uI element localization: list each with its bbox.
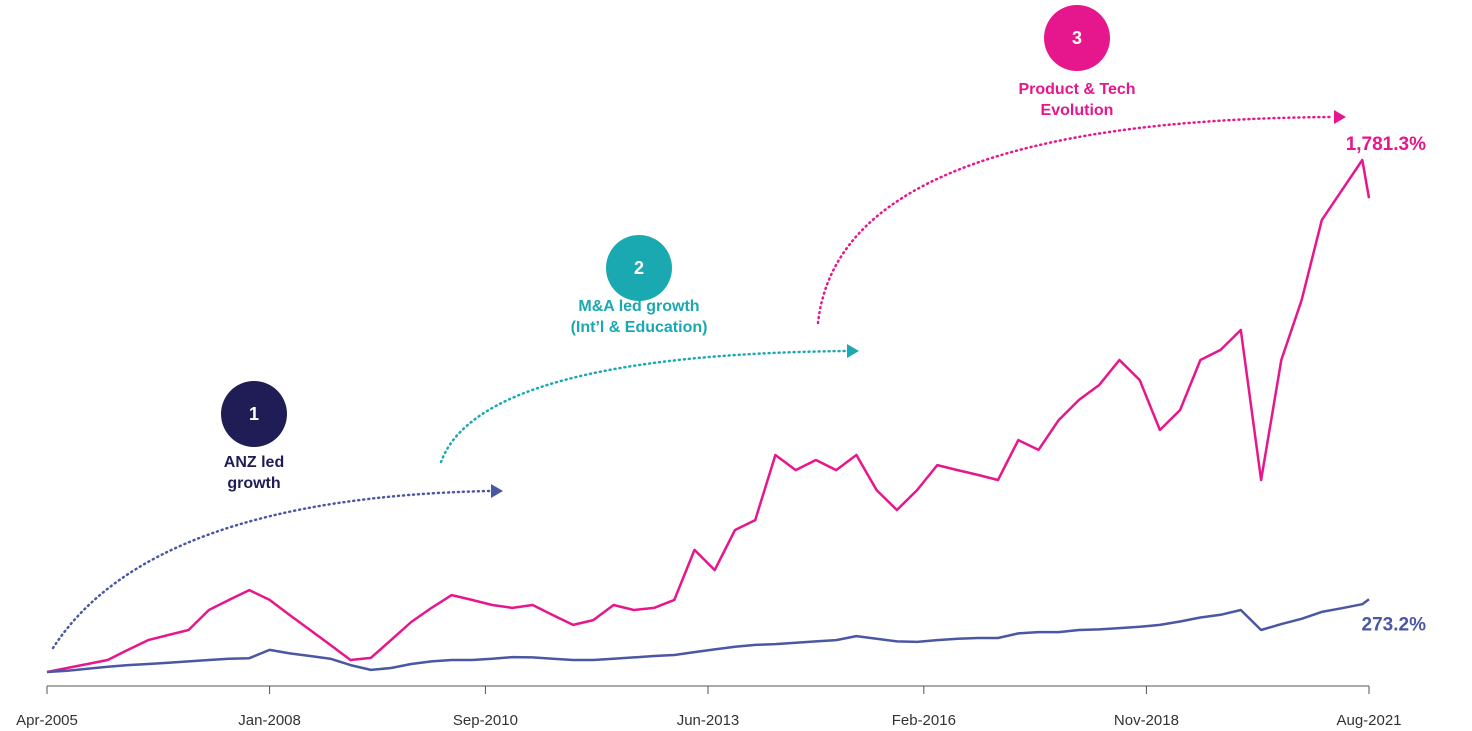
series-line xyxy=(46,598,1370,674)
phase-label: Evolution xyxy=(1041,102,1114,119)
phase-arrow xyxy=(51,489,492,650)
x-tick-label: Aug-2021 xyxy=(1336,712,1401,729)
series-line xyxy=(46,158,1371,674)
arrow-head xyxy=(491,484,503,498)
phase-number: 2 xyxy=(634,258,644,278)
phase-label: Product & Tech xyxy=(1018,81,1135,98)
end-label: 273.2% xyxy=(1362,614,1427,635)
x-tick-label: Apr-2005 xyxy=(16,712,78,729)
phase-number: 3 xyxy=(1072,28,1082,48)
arrow-head xyxy=(1334,110,1346,124)
x-tick-label: Feb-2016 xyxy=(892,712,956,729)
phase-label: M&A led growth xyxy=(578,298,699,315)
x-tick-label: Jun-2013 xyxy=(677,712,740,729)
phase-badge xyxy=(221,381,287,447)
phase-badge xyxy=(1044,5,1110,71)
phase-badge xyxy=(606,235,672,301)
x-tick-label: Nov-2018 xyxy=(1114,712,1179,729)
x-tick-label: Sep-2010 xyxy=(453,712,518,729)
x-tick-label: Jan-2008 xyxy=(238,712,301,729)
phase-label: ANZ led xyxy=(224,454,284,471)
phase-number: 1 xyxy=(249,404,259,424)
phase-label: growth xyxy=(227,475,280,492)
phase-arrows xyxy=(51,115,1335,650)
end-label: 1,781.3% xyxy=(1346,134,1426,155)
arrow-head xyxy=(847,344,859,358)
phase-label: (Int’l & Education) xyxy=(571,319,708,336)
phase-arrow xyxy=(816,115,1335,325)
phase-arrow xyxy=(439,349,848,464)
